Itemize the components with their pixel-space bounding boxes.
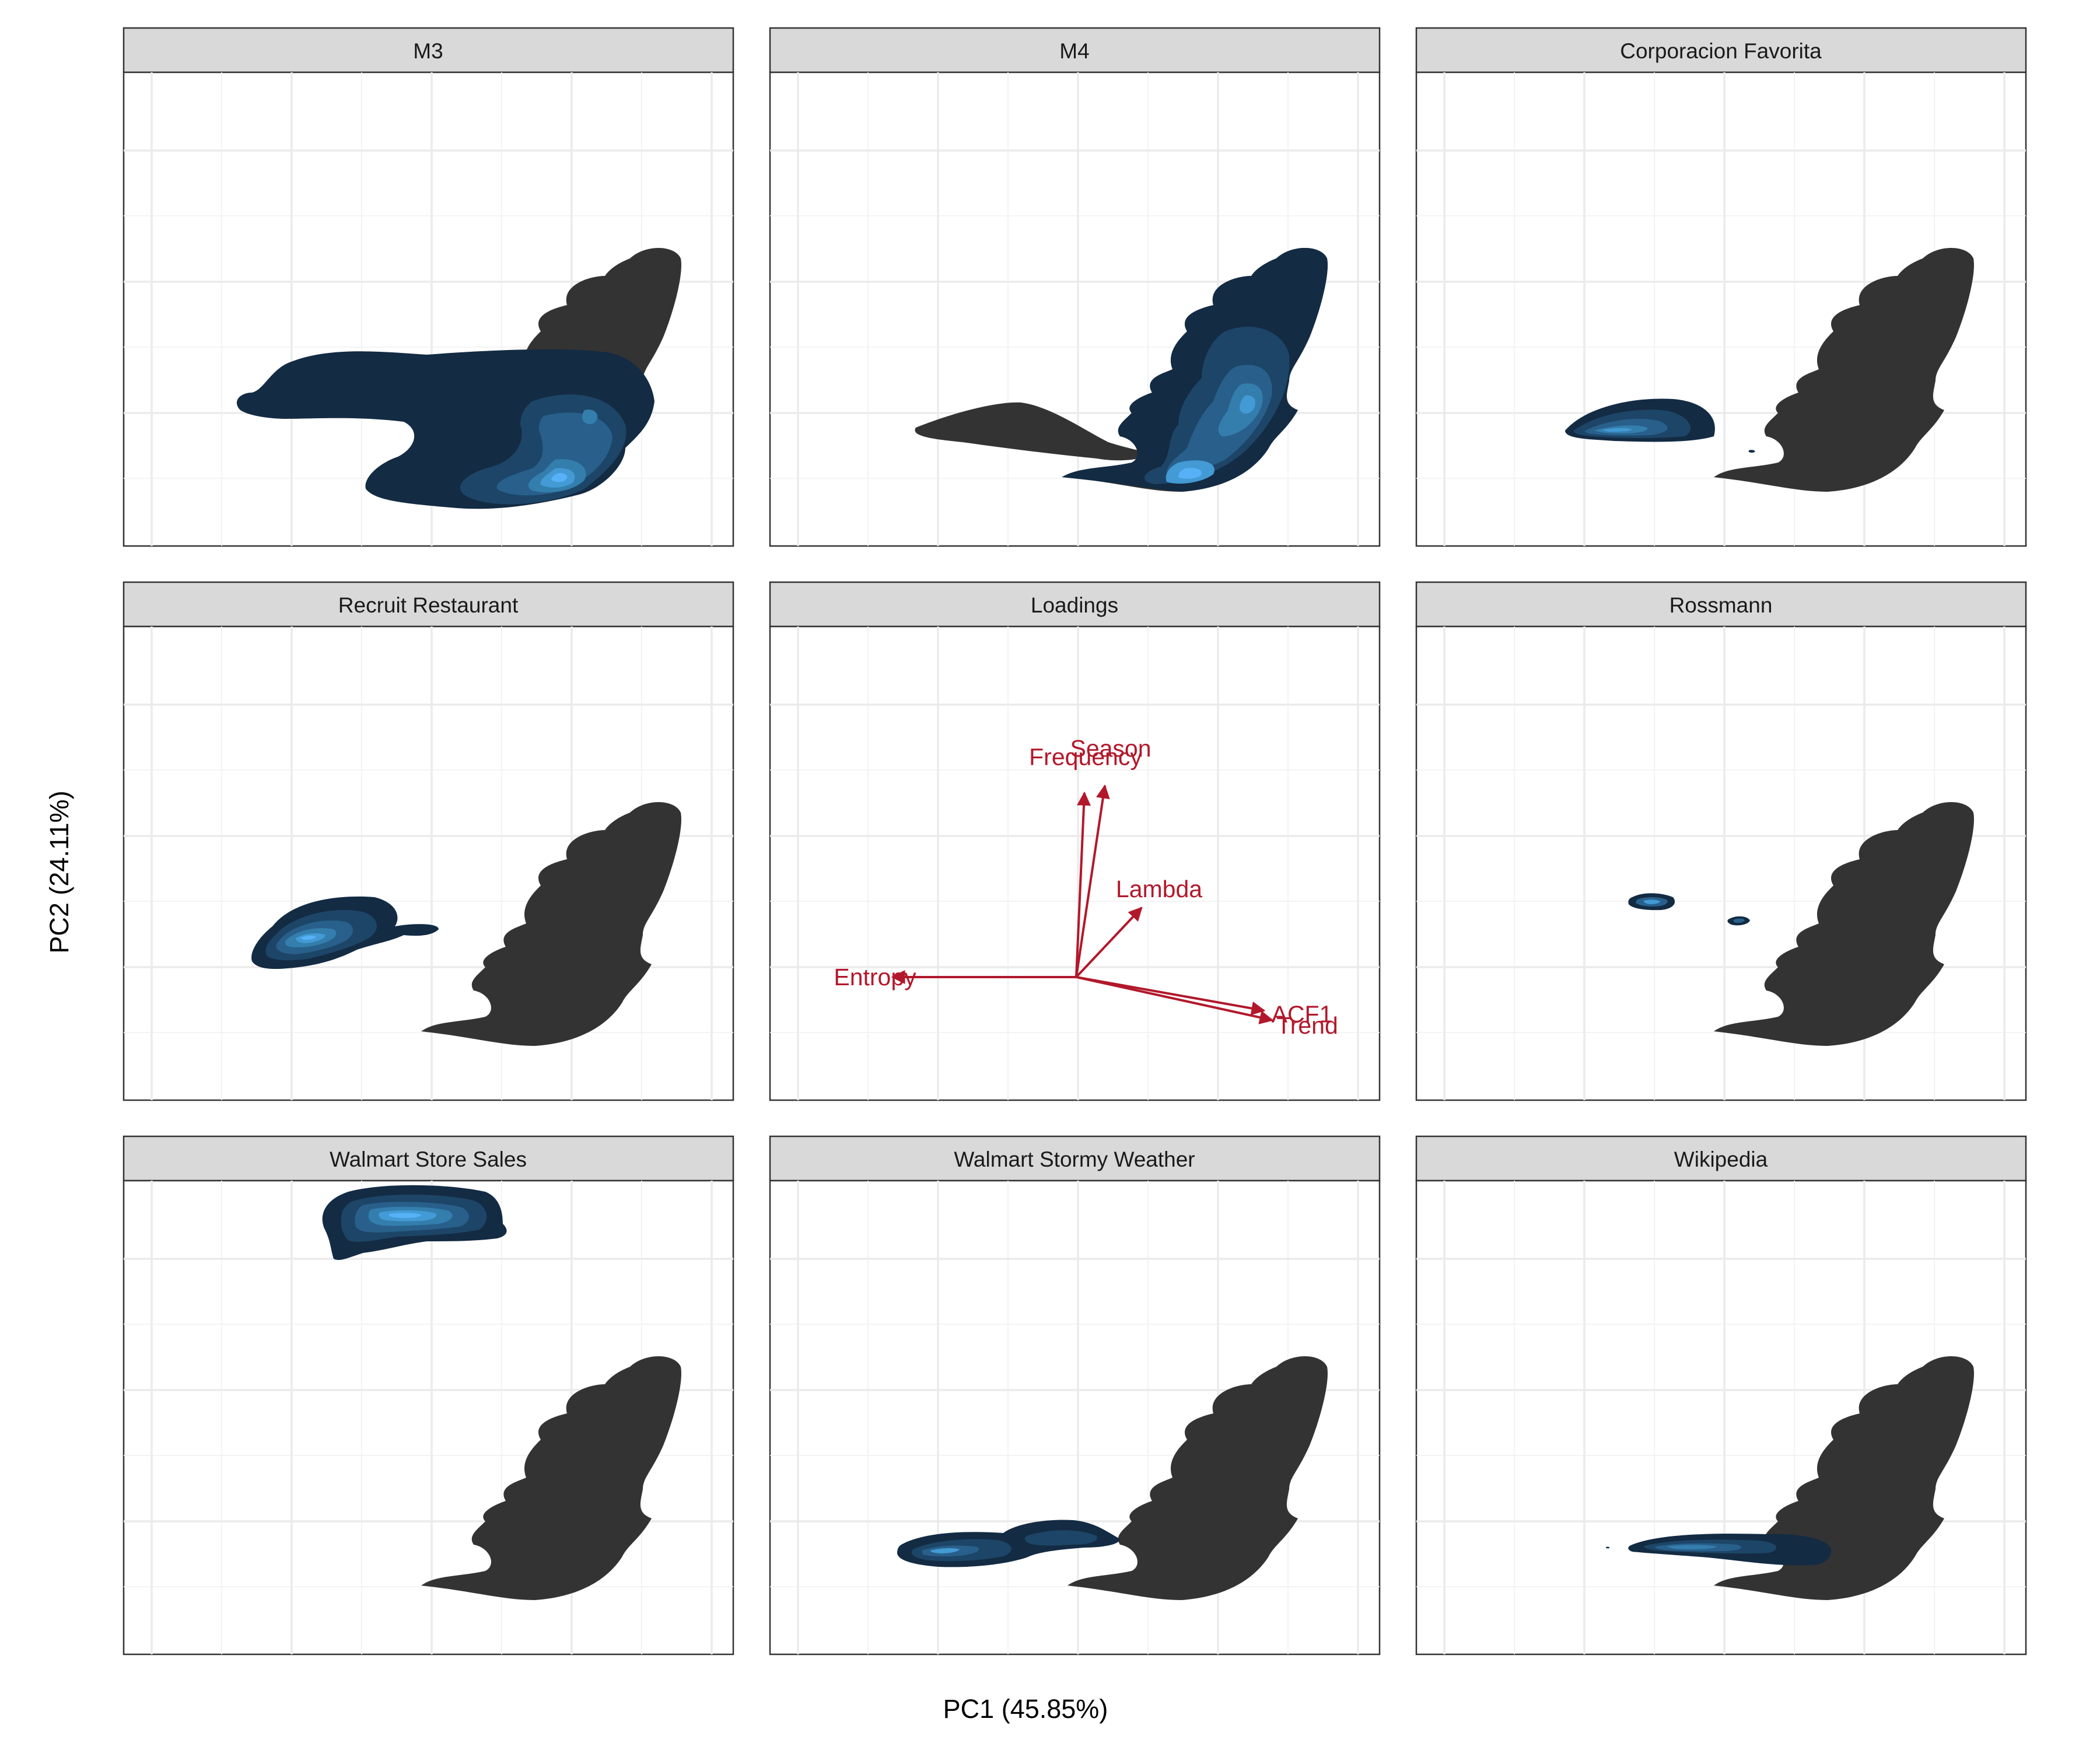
loading-label-lambda: Lambda	[1116, 876, 1202, 902]
y-axis-title: PC2 (24.11%)	[44, 790, 74, 953]
dataset-density	[897, 1520, 1120, 1567]
dataset-density	[1062, 247, 1328, 492]
loading-arrow-acf1	[1076, 976, 1266, 1016]
dataset-density	[322, 1185, 507, 1260]
panel-gridlines	[770, 1181, 1380, 1654]
loading-label-frequency: Frequency	[1029, 743, 1142, 770]
loading-arrow-season	[1075, 784, 1110, 978]
facet-walmart-store-sales: Walmart Store Sales	[123, 1135, 734, 1656]
loading-label-entropy: Entropy	[834, 964, 916, 991]
facet-m4: M4	[769, 27, 1381, 547]
reference-density-tail	[915, 402, 1149, 461]
loading-arrow-frequency	[1075, 791, 1091, 978]
facet-m3: M3	[123, 27, 734, 547]
facet-walmart-stormy-weather: Walmart Stormy Weather	[769, 1135, 1381, 1656]
loading-arrow-trend	[1076, 976, 1274, 1024]
facet-recruit-restaurant: Recruit Restaurant	[123, 581, 734, 1101]
facet-strip	[1415, 27, 2027, 74]
facet-title: Walmart Store Sales	[330, 1147, 527, 1171]
facet-strip	[769, 581, 1381, 628]
loading-arrow-lambda	[1075, 907, 1143, 978]
dataset-density	[1605, 1534, 1831, 1566]
x-axis-title: PC1 (45.85%)	[943, 1694, 1108, 1724]
loading-label-season: Season	[1070, 735, 1151, 762]
loading-label-acf1: ACF1	[1272, 1000, 1333, 1027]
dataset-density	[236, 349, 654, 509]
facet-wikipedia: Wikipedia	[1415, 1135, 2027, 1656]
facet-strip	[123, 581, 734, 628]
loading-label-trend: Trend	[1276, 1012, 1338, 1039]
facet-strip	[769, 27, 1381, 74]
facet-title: Wikipedia	[1674, 1147, 1768, 1171]
dataset-density	[1628, 893, 1750, 926]
facet-title: Recruit Restaurant	[338, 593, 519, 617]
facet-title: Corporacion Favorita	[1620, 39, 1822, 63]
facet-strip	[1415, 1135, 2027, 1182]
facet-title: M4	[1059, 39, 1089, 63]
facet-strip	[123, 27, 734, 74]
dataset-density	[251, 896, 439, 969]
facet-strip	[123, 1135, 734, 1182]
facet-title: M3	[413, 39, 443, 63]
facet-corporacion-favorita: Corporacion Favorita	[1415, 27, 2027, 547]
panel-gridlines	[770, 626, 1380, 1100]
dataset-density	[1565, 398, 1755, 453]
facet-title: Walmart Stormy Weather	[954, 1147, 1195, 1171]
facet-title: Loadings	[1031, 593, 1118, 617]
facet-title: Rossmann	[1670, 593, 1773, 617]
panel-gridlines	[124, 72, 733, 546]
facet-rossmann: Rossmann	[1415, 581, 2027, 1101]
